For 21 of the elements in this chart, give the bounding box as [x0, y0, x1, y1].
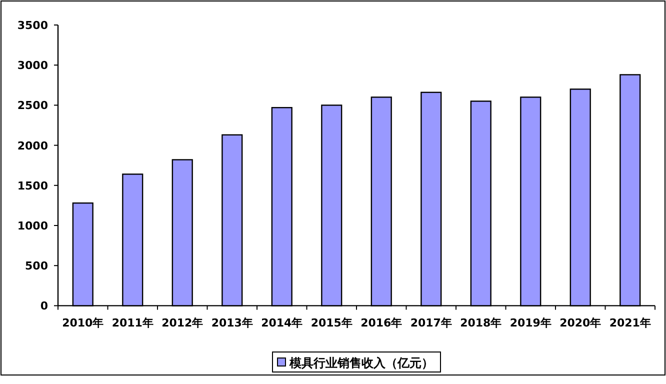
y-tick-label: 500: [25, 260, 48, 273]
x-tick-label: 2017年: [410, 316, 452, 330]
y-tick-label: 1500: [17, 179, 48, 192]
y-tick-label: 2000: [17, 139, 48, 152]
x-tick-label: 2011年: [112, 316, 154, 330]
y-tick-label: 0: [40, 300, 48, 313]
x-tick-label: 2020年: [560, 316, 602, 330]
legend-label: 模具行业销售收入（亿元）: [288, 356, 434, 370]
x-tick-label: 2013年: [211, 316, 253, 330]
x-tick-label: 2016年: [360, 316, 402, 330]
x-tick-label: 2021年: [609, 316, 651, 330]
x-tick-label: 2019年: [510, 316, 552, 330]
x-tick-label: 2010年: [62, 316, 104, 330]
x-tick-label: 2015年: [310, 316, 352, 330]
y-tick-label: 3500: [17, 19, 48, 32]
y-tick-label: 1000: [17, 220, 48, 232]
x-tick-label: 2012年: [162, 316, 204, 330]
y-tick-label: 2500: [17, 99, 48, 112]
x-tick-label: 2014年: [261, 316, 303, 330]
x-tick-label: 2018年: [460, 316, 502, 330]
y-tick-label: 3000: [17, 59, 48, 72]
